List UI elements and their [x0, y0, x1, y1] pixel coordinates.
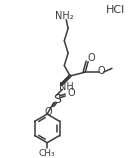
Text: CH₃: CH₃: [39, 149, 55, 158]
Text: HCl: HCl: [106, 5, 125, 15]
Text: O: O: [98, 66, 105, 76]
Text: NH: NH: [59, 82, 74, 92]
Text: O: O: [67, 88, 75, 98]
Text: O: O: [87, 53, 95, 63]
Text: S: S: [53, 93, 61, 106]
Text: NH₂: NH₂: [55, 11, 74, 21]
Text: O: O: [44, 107, 52, 117]
